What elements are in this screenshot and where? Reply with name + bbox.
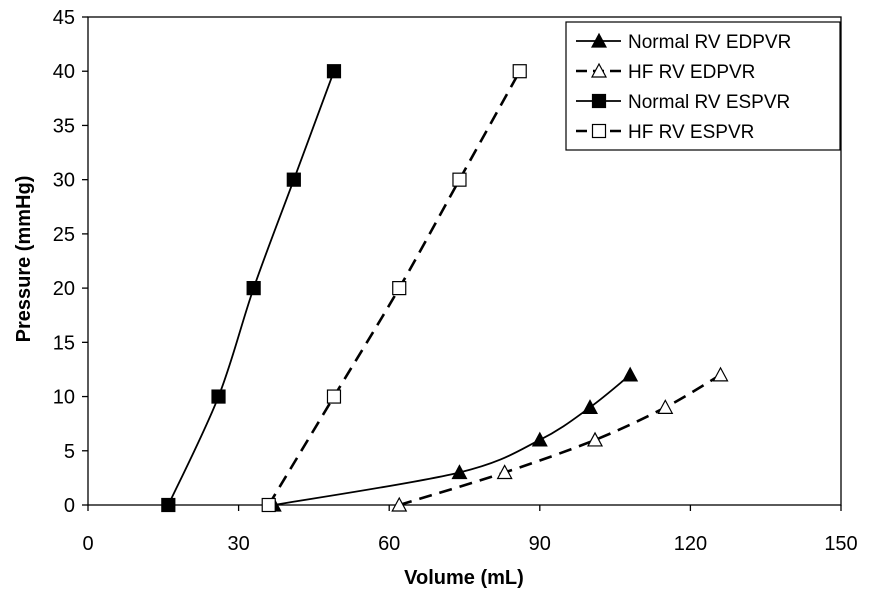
legend-item: HF RV EDPVR bbox=[576, 62, 755, 83]
data-point bbox=[587, 431, 604, 447]
data-point bbox=[657, 399, 674, 414]
x-axis-title: Volume (mL) bbox=[404, 567, 524, 589]
series-normal-rv-espvr bbox=[161, 64, 342, 513]
data-point bbox=[496, 464, 513, 480]
data-point bbox=[246, 281, 261, 296]
data-point bbox=[326, 389, 342, 404]
data-point bbox=[622, 366, 639, 382]
legend-marker bbox=[590, 62, 608, 78]
data-point bbox=[452, 172, 467, 187]
legend-item: Normal RV ESPVR bbox=[576, 92, 790, 113]
series-layer bbox=[161, 64, 729, 513]
x-tick-label: 60 bbox=[378, 533, 400, 555]
y-tick-label: 10 bbox=[53, 387, 75, 409]
y-tick-label: 45 bbox=[53, 7, 75, 29]
y-tick-label: 40 bbox=[53, 61, 75, 83]
data-point bbox=[326, 64, 342, 79]
x-tick-label: 30 bbox=[227, 533, 249, 555]
series-line bbox=[398, 373, 722, 507]
legend-label: HF RV ESPVR bbox=[628, 122, 754, 143]
data-point bbox=[211, 389, 226, 404]
data-point bbox=[531, 431, 548, 447]
x-tick-label: 90 bbox=[529, 533, 551, 555]
data-point bbox=[392, 281, 407, 296]
legend-item: HF RV ESPVR bbox=[576, 122, 754, 143]
y-tick-label: 15 bbox=[53, 332, 75, 354]
series-hf-rv-espvr bbox=[261, 64, 527, 513]
data-point bbox=[512, 64, 527, 79]
series-line bbox=[273, 374, 631, 506]
data-point bbox=[581, 399, 599, 414]
data-point bbox=[712, 366, 729, 382]
x-tick-label: 150 bbox=[824, 533, 857, 555]
legend-label: HF RV EDPVR bbox=[628, 62, 755, 83]
y-tick-label: 35 bbox=[53, 115, 75, 137]
legend: Normal RV EDPVR HF RV EDPVR Normal RV ESPV… bbox=[565, 21, 841, 151]
data-point bbox=[261, 497, 276, 513]
data-point bbox=[161, 497, 176, 513]
x-tick-label: 0 bbox=[82, 533, 93, 555]
y-tick-label: 5 bbox=[64, 441, 75, 463]
x-tick-label: 120 bbox=[674, 533, 707, 555]
legend-item: Normal RV EDPVR bbox=[576, 32, 791, 53]
y-tick-label: 25 bbox=[53, 224, 75, 246]
data-point bbox=[391, 496, 408, 512]
legend-label: Normal RV ESPVR bbox=[628, 92, 790, 113]
data-point bbox=[286, 172, 301, 187]
y-axis-title: Pressure (mmHg) bbox=[13, 176, 35, 343]
legend-label: Normal RV EDPVR bbox=[628, 32, 791, 53]
legend-marker bbox=[591, 123, 607, 139]
series-hf-rv-edpvr bbox=[391, 366, 729, 512]
y-tick-label: 20 bbox=[53, 278, 75, 300]
legend-box bbox=[565, 21, 841, 151]
y-tick-label: 30 bbox=[53, 170, 75, 192]
data-point bbox=[451, 464, 468, 480]
axes: 0 30 60 90 120 150 0 5 10 15 20 25 30 35 40 45 bbox=[53, 7, 858, 555]
plot-frame bbox=[87, 16, 842, 506]
legend-marker bbox=[591, 93, 607, 109]
legend-marker bbox=[590, 32, 608, 48]
y-tick-label: 0 bbox=[64, 495, 75, 517]
